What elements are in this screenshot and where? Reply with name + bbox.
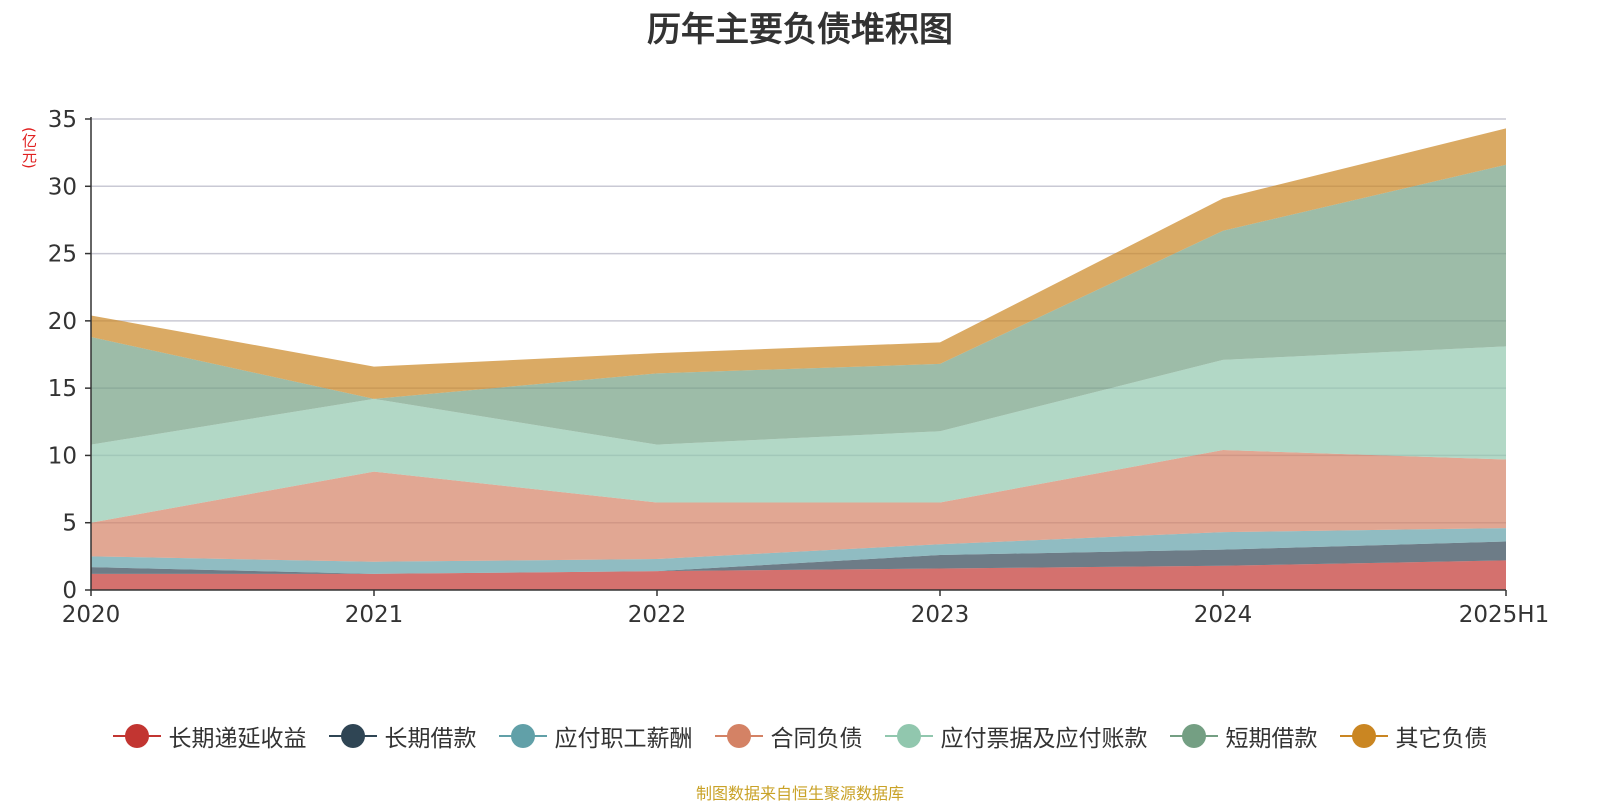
legend-item[interactable]: 长期递延收益 xyxy=(112,719,307,753)
x-tick-label: 2023 xyxy=(911,602,970,628)
x-tick-label: 2025H1 xyxy=(1459,602,1549,628)
stacked-areas xyxy=(91,128,1506,590)
y-tick-label: 30 xyxy=(48,174,77,200)
area-series-4 xyxy=(91,450,1506,562)
chart-title: 历年主要负债堆积图 xyxy=(647,10,953,50)
legend-marker xyxy=(328,724,377,748)
legend-item[interactable]: 短期借款 xyxy=(1169,719,1318,753)
area-series-2 xyxy=(91,541,1506,574)
y-tick-label: 0 xyxy=(62,578,77,604)
legend-marker-dot xyxy=(896,724,921,748)
area-series-3 xyxy=(91,528,1506,574)
legend-marker xyxy=(498,724,547,748)
legend-item[interactable]: 长期借款 xyxy=(328,719,477,753)
legend-marker-dot xyxy=(510,724,535,748)
x-tick-label: 2020 xyxy=(62,602,121,628)
legend-marker-dot xyxy=(1181,724,1206,748)
legend-label: 短期借款 xyxy=(1225,726,1318,752)
legend-marker xyxy=(1339,724,1388,748)
legend-marker-dot xyxy=(124,724,149,748)
legend-marker xyxy=(1169,724,1218,748)
area-series-6 xyxy=(91,164,1506,445)
y-tick-label: 20 xyxy=(48,309,77,335)
legend-marker-dot xyxy=(340,724,365,748)
y-axis-unit-label: (亿元) xyxy=(20,127,38,169)
x-tick-label: 2021 xyxy=(345,602,404,628)
legend-label: 合同负债 xyxy=(770,726,863,752)
y-tick-label: 15 xyxy=(48,376,77,402)
legend-label: 应付票据及应付账款 xyxy=(940,726,1148,752)
legend-item[interactable]: 应付票据及应付账款 xyxy=(884,719,1148,753)
legend-label: 长期借款 xyxy=(384,726,477,752)
y-tick-label: 10 xyxy=(48,443,77,469)
legend-item[interactable]: 合同负债 xyxy=(714,719,863,753)
legend-marker-dot xyxy=(1351,724,1376,748)
y-tick-label: 25 xyxy=(48,242,77,268)
axes: 0 5 10 15 20 25 30 35 2020 2021 2022 2023 2024 2025H1 xyxy=(48,107,1550,628)
legend-marker xyxy=(112,724,161,748)
legend-label: 应付职工薪酬 xyxy=(554,726,693,752)
x-tick-label: 2024 xyxy=(1194,602,1253,628)
legend-item[interactable]: 应付职工薪酬 xyxy=(498,719,693,753)
y-tick-label: 35 xyxy=(48,107,77,133)
legend-label: 长期递延收益 xyxy=(168,726,307,752)
legend-marker xyxy=(714,724,763,748)
legend-marker xyxy=(884,724,933,748)
legend: 长期递延收益 长期借款 应付职工薪酬 合同负债 应付票据及应付账款 短期借款 其它负债 xyxy=(0,718,1600,754)
area-series-1 xyxy=(91,560,1506,590)
area-series-5 xyxy=(91,346,1506,523)
legend-marker-dot xyxy=(726,724,751,748)
source-note: 制图数据来自恒生聚源数据库 xyxy=(695,784,904,803)
x-tick-label: 2022 xyxy=(628,602,687,628)
legend-item[interactable]: 其它负债 xyxy=(1339,719,1488,753)
y-tick-label: 5 xyxy=(62,511,77,537)
legend-label: 其它负债 xyxy=(1395,726,1488,752)
